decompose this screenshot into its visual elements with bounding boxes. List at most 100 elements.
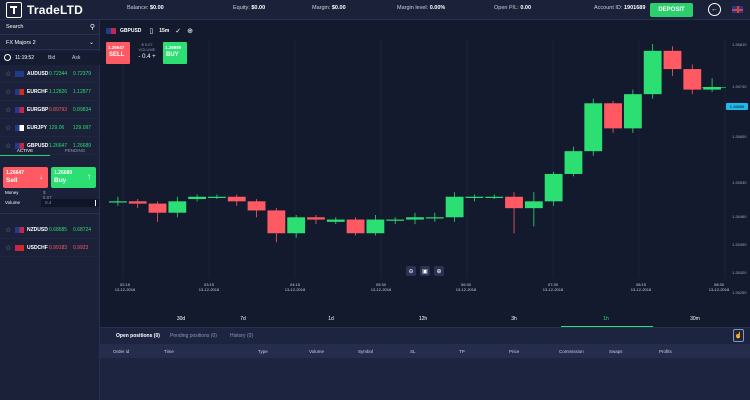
candle-body[interactable] — [465, 196, 484, 198]
instrument-bid: 0.72344 — [49, 71, 68, 77]
candle-body[interactable] — [445, 196, 464, 218]
candle-body[interactable] — [604, 103, 622, 129]
logout-icon[interactable]: ← — [708, 3, 721, 16]
instrument-row[interactable]: ☆ AUDUSD 0.72344 0.72379 — [0, 65, 100, 83]
candle-body[interactable] — [148, 203, 167, 213]
candle-body[interactable] — [663, 50, 682, 70]
x-tick-date: 13-12-2018 — [708, 287, 730, 292]
timeframe-3h[interactable]: 3h — [511, 316, 517, 322]
hand-icon[interactable]: ☝ — [733, 329, 744, 342]
zoom-in-icon[interactable]: ⊕ — [434, 266, 444, 276]
candle-body[interactable] — [366, 219, 385, 234]
star-icon[interactable]: ☆ — [5, 227, 12, 234]
candle-body[interactable] — [287, 217, 306, 234]
star-icon[interactable]: ☆ — [5, 71, 12, 78]
x-tick-label: 03:15 13-12-2018 — [196, 282, 222, 292]
y-tick-label: 1.26600 — [732, 134, 747, 139]
candle-body[interactable] — [386, 219, 405, 221]
instrument-row[interactable]: ☆ USDCHF 0.99183 0.9923 — [0, 239, 100, 257]
deposit-button[interactable]: DEPOSIT — [650, 3, 693, 17]
candle-body[interactable] — [346, 219, 365, 234]
timeframe-7d[interactable]: 7d — [240, 316, 246, 322]
chart-volume-control[interactable]: $ 5.07 VOLUME - 0.4 + — [135, 42, 159, 60]
col-commission[interactable]: Commission — [559, 349, 584, 354]
candle-body[interactable] — [623, 94, 642, 129]
search-icon[interactable]: ⚲ — [89, 24, 95, 31]
col-profits[interactable]: Profits — [659, 349, 672, 354]
timeframe-1d[interactable]: 1d — [328, 316, 334, 322]
star-icon[interactable]: ☆ — [5, 245, 12, 252]
buy-button[interactable]: 1.26689 Buy ↑ — [51, 167, 96, 188]
pair-flag-icon — [15, 107, 24, 113]
candle-body[interactable] — [683, 69, 702, 90]
col-price[interactable]: Price — [509, 349, 520, 354]
candle-body[interactable] — [544, 173, 563, 202]
col-order-id[interactable]: Order id — [113, 349, 130, 354]
tab-history[interactable]: History (0) — [230, 333, 254, 339]
candle-body[interactable] — [267, 210, 286, 234]
instrument-row[interactable]: ☆ EURGBP 0.89793 0.89834 — [0, 101, 100, 119]
candle-body[interactable] — [406, 217, 424, 220]
candlestick-chart[interactable] — [100, 20, 750, 327]
tab-active[interactable]: ACTIVE — [0, 145, 50, 156]
candle-body[interactable] — [128, 201, 147, 204]
star-icon[interactable]: ☆ — [5, 107, 12, 114]
candle-body[interactable] — [247, 201, 266, 211]
col-swaps[interactable]: Swaps — [609, 349, 623, 354]
tab-pending[interactable]: PENDING — [64, 148, 86, 153]
candle-body[interactable] — [425, 217, 444, 219]
chart-area[interactable]: GBPUSD ▯ 15m ✓ ⊕ 1.26647 SELL $ 5.07 VOL… — [100, 20, 750, 327]
logo[interactable]: TradeLTD — [6, 2, 83, 18]
timeframe-30d[interactable]: 30d — [176, 316, 186, 322]
col-type[interactable]: Type — [258, 349, 268, 354]
zoom-out-icon[interactable]: ⊖ — [406, 266, 416, 276]
timeframe-30m[interactable]: 30m — [690, 316, 700, 322]
col-time[interactable]: Time — [164, 349, 174, 354]
instrument-row[interactable]: ☆ NZDUSD 0.68685 0.68724 — [0, 221, 100, 239]
chart-symbol[interactable]: GBPUSD — [120, 28, 142, 34]
candle-body[interactable] — [208, 196, 226, 198]
instrument-group-select[interactable]: FX Majors 2 ⌄ — [0, 36, 100, 50]
candle-body[interactable] — [505, 196, 523, 209]
star-icon[interactable]: ☆ — [5, 143, 12, 150]
candle-body[interactable] — [227, 196, 246, 202]
candle-body[interactable] — [524, 201, 543, 209]
candle-body[interactable] — [307, 217, 325, 220]
volume-stepper[interactable]: - 0.4 + — [138, 54, 156, 60]
timeframe-1h[interactable]: 1h — [603, 316, 609, 322]
candle-body[interactable] — [643, 50, 662, 95]
star-icon[interactable]: ☆ — [5, 89, 12, 96]
instrument-row[interactable]: ☆ EURJPY 129.06 129.097 — [0, 119, 100, 137]
candle-body[interactable] — [703, 87, 722, 90]
chevron-down-icon[interactable]: ⌄ — [88, 40, 94, 46]
equity-value: $0.00 — [251, 5, 266, 11]
fit-icon[interactable]: ▣ — [420, 266, 430, 276]
star-icon[interactable]: ☆ — [5, 125, 12, 132]
candle-type-icon[interactable]: ▯ — [149, 28, 154, 35]
col-volume[interactable]: Volume — [309, 349, 325, 354]
search-field[interactable]: Search ⚲ — [0, 20, 100, 35]
draw-tool-icon[interactable]: ✓ — [175, 28, 182, 35]
candle-body[interactable] — [584, 103, 603, 152]
crosshair-icon[interactable]: ⊕ — [187, 28, 194, 35]
chart-buy-button[interactable]: 1.26689 BUY — [163, 42, 187, 64]
timeframe-12h[interactable]: 12h — [418, 316, 428, 322]
col-tp[interactable]: TP — [459, 349, 465, 354]
chart-timeframe[interactable]: 15m — [159, 28, 170, 34]
chart-sell-button[interactable]: 1.26647 SELL — [106, 42, 130, 64]
uk-flag-icon[interactable] — [732, 6, 743, 13]
candle-body[interactable] — [188, 196, 207, 200]
col-sl[interactable]: SL — [410, 349, 416, 354]
tab-open-positions[interactable]: Open positions (0) — [116, 333, 160, 339]
sell-button[interactable]: 1.26647 Sell ↓ — [3, 167, 48, 188]
candle-body[interactable] — [168, 201, 187, 213]
instrument-row[interactable]: ☆ EURCHF 1.12826 1.12877 — [0, 83, 100, 101]
volume-input[interactable] — [41, 199, 99, 207]
candle-body[interactable] — [564, 151, 583, 174]
candle-body[interactable] — [108, 201, 127, 203]
col-symbol[interactable]: Symbol — [358, 349, 374, 354]
tab-pending-positions[interactable]: Pending positions (0) — [170, 333, 217, 339]
candle-body[interactable] — [326, 219, 345, 222]
instrument-row[interactable]: ☆ GBPUSD 1.26647 1.26689 — [0, 137, 100, 155]
candle-body[interactable] — [485, 196, 504, 198]
